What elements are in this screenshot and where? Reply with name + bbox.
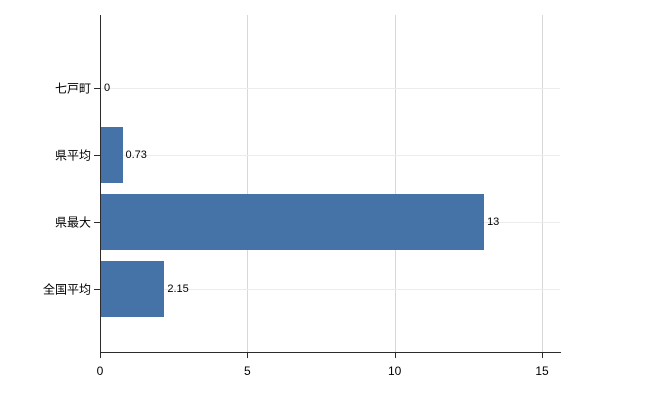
x-tick-label: 0	[96, 364, 104, 378]
y-gridline	[100, 88, 560, 89]
category-label: 全国平均	[42, 282, 91, 297]
y-gridline	[100, 155, 560, 156]
x-gridline	[394, 15, 396, 352]
x-axis-tick	[247, 352, 249, 358]
x-tick-label: 10	[387, 364, 402, 378]
bar-value-label: 0.73	[125, 149, 147, 161]
y-gridline	[100, 289, 560, 290]
y-axis-tick	[94, 88, 100, 89]
y-axis-tick	[94, 289, 100, 290]
category-label: 七戸町	[54, 81, 91, 96]
bar	[101, 194, 485, 250]
bar	[101, 261, 165, 317]
x-axis-tick	[542, 352, 543, 358]
x-axis-tick	[394, 352, 396, 358]
y-axis-tick	[94, 155, 100, 156]
category-label: 県平均	[54, 148, 91, 163]
x-gridline	[247, 15, 249, 352]
bar-value-label: 2.15	[167, 283, 189, 295]
bar-value-label: 0	[104, 82, 111, 94]
x-axis-line	[100, 352, 561, 353]
y-axis-line	[100, 15, 101, 353]
x-tick-label: 15	[535, 364, 549, 378]
bar	[101, 127, 123, 183]
x-tick-label: 5	[243, 364, 251, 378]
category-label: 県最大	[54, 215, 91, 230]
bar-value-label: 13	[487, 216, 500, 228]
x-axis-tick	[100, 352, 101, 358]
x-gridline	[542, 15, 543, 352]
y-axis-tick	[94, 222, 100, 223]
